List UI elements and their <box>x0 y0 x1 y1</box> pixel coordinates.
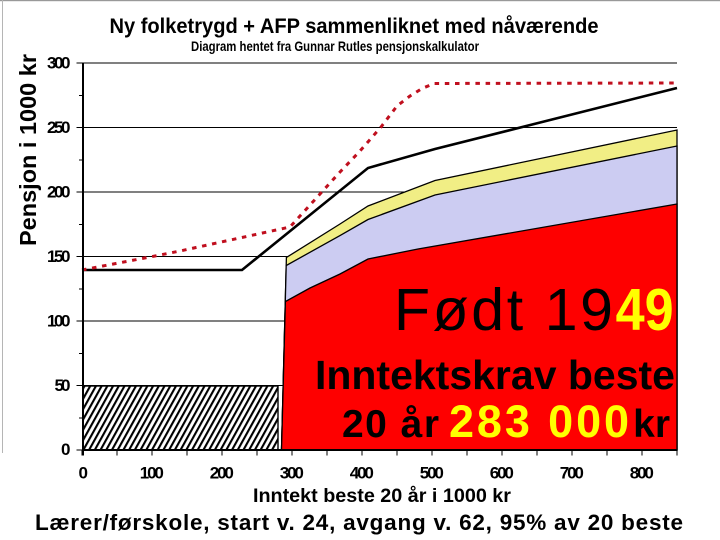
svg-text:100: 100 <box>47 312 71 331</box>
svg-text:283 000: 283 000 <box>449 396 632 447</box>
svg-text:200: 200 <box>47 183 71 202</box>
svg-text:Lærer/førskole, start v. 24, a: Lærer/førskole, start v. 24, avgang v. 6… <box>35 510 683 535</box>
svg-text:700: 700 <box>560 463 584 482</box>
svg-text:300: 300 <box>280 463 304 482</box>
svg-text:Pensjon i 1000 kr: Pensjon i 1000 kr <box>15 54 41 246</box>
svg-text:250: 250 <box>47 118 71 137</box>
svg-text:kr: kr <box>633 403 670 446</box>
svg-text:400: 400 <box>350 463 374 482</box>
svg-text:100: 100 <box>140 463 164 482</box>
svg-text:150: 150 <box>47 247 71 266</box>
svg-text:Født 1949: Født 1949 <box>394 277 674 343</box>
svg-text:Ny folketrygd + AFP sammenlikn: Ny folketrygd + AFP sammenliknet med nåv… <box>110 14 599 38</box>
svg-text:300: 300 <box>47 54 71 73</box>
svg-text:Diagram hentet fra Gunnar Rutl: Diagram hentet fra Gunnar Rutles pensjon… <box>191 38 479 54</box>
svg-text:Inntekt beste 20 år i 1000 kr: Inntekt beste 20 år i 1000 kr <box>253 484 511 507</box>
svg-text:0: 0 <box>78 463 87 482</box>
svg-text:20 år: 20 år <box>342 403 439 446</box>
svg-text:600: 600 <box>490 463 514 482</box>
svg-text:50: 50 <box>55 376 71 395</box>
svg-text:200: 200 <box>210 463 234 482</box>
svg-text:0: 0 <box>61 440 70 459</box>
svg-text:500: 500 <box>420 463 444 482</box>
svg-text:800: 800 <box>630 463 654 482</box>
svg-text:Inntektskrav beste: Inntektskrav beste <box>315 352 675 398</box>
